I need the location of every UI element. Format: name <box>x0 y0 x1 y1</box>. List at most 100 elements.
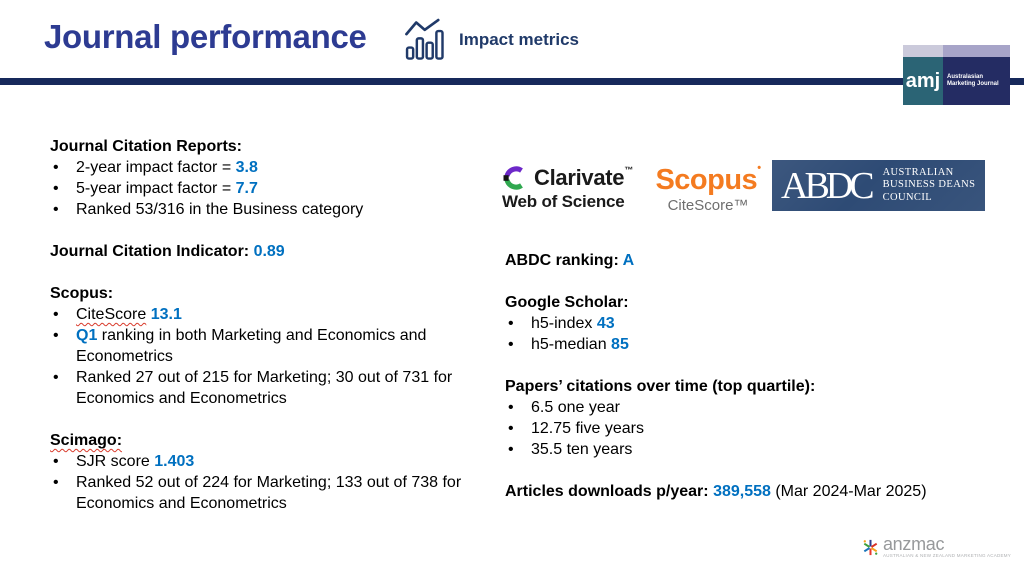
list-item: • 12.75 five years <box>505 418 1013 439</box>
google-scholar-section: Google Scholar: • h5-index 43 • h5-media… <box>505 292 1013 355</box>
text-part: ranking in both Marketing and Economics … <box>76 327 427 365</box>
metric-value: 13.1 <box>150 306 182 323</box>
amj-logo-main: amj Australasian Marketing Journal <box>903 57 1010 105</box>
anzmac-text-block: anzmac AUSTRALIAN & NEW ZEALAND MARKETIN… <box>882 534 1011 558</box>
list-item: • Ranked 27 out of 215 for Marketing; 30… <box>50 367 472 409</box>
metric-value: 3.8 <box>235 159 258 176</box>
abdc-ranking-label: ABDC ranking: <box>505 252 623 269</box>
bullet-text: h5-median 85 <box>531 334 1013 355</box>
impact-metrics-badge: Impact metrics <box>404 17 579 61</box>
bullet-text: CiteScore 13.1 <box>76 304 472 325</box>
clarivate-wordmark: Clarivate™ <box>534 165 633 191</box>
text-part: h5-median <box>531 336 612 353</box>
list-item: • Ranked 53/316 in the Business category <box>50 199 472 220</box>
scimago-section: Scimago: • SJR score 1.403 • Ranked 52 o… <box>50 430 472 514</box>
bullet-text: h5-index 43 <box>531 313 1013 334</box>
list-item: • Ranked 52 out of 224 for Marketing; 13… <box>50 472 472 514</box>
text-part: Clarivate <box>534 165 625 190</box>
amj-strip-right <box>943 45 1010 57</box>
abdc-name: AUSTRALIAN BUSINESS DEANS COUNCIL <box>883 167 976 205</box>
amj-logo: amj Australasian Marketing Journal <box>903 45 1010 105</box>
metric-value: Q1 <box>76 327 98 344</box>
bullet-icon: • <box>508 399 514 416</box>
list-item: • 35.5 ten years <box>505 439 1013 460</box>
jci-label: Journal Citation Indicator: <box>50 243 254 260</box>
anzmac-logo: anzmac AUSTRALIAN & NEW ZEALAND MARKETIN… <box>861 534 1011 558</box>
text-part: (Mar 2024-Mar 2025) <box>770 483 927 500</box>
list-item: • 2-year impact factor = 3.8 <box>50 157 472 178</box>
downloads-section: Articles downloads p/year: 389,558 (Mar … <box>505 481 1013 502</box>
metric-value: A <box>622 252 635 269</box>
scopus-logo: Scopus• CiteScore™ <box>653 162 763 214</box>
downloads-line: Articles downloads p/year: 389,558 (Mar … <box>505 481 1013 502</box>
bullet-icon: • <box>53 453 59 470</box>
abdc-name-line: BUSINESS DEANS <box>882 179 976 191</box>
clarivate-mark-icon <box>502 165 528 191</box>
text-part: SJR score <box>76 453 155 470</box>
scopus-heading: Scopus: <box>50 285 114 302</box>
web-of-science-label: Web of Science <box>502 192 625 211</box>
scopus-section: Scopus: • CiteScore 13.1 • Q1 ranking in… <box>50 283 472 409</box>
page-title: Journal performance <box>44 18 367 55</box>
bullet-text: Ranked 53/316 in the Business category <box>76 201 364 218</box>
bullet-icon: • <box>53 369 59 386</box>
bullet-text: Q1 ranking in both Marketing and Economi… <box>76 325 472 367</box>
scopus-trademark-dot: • <box>757 162 761 174</box>
text-part: 5-year impact factor = <box>76 180 236 197</box>
downloads-label: Articles downloads p/year: <box>505 483 714 500</box>
right-column: ABDC ranking: A Google Scholar: • h5-ind… <box>505 250 1013 523</box>
trademark-symbol: ™ <box>624 165 633 175</box>
bullet-icon: • <box>53 180 59 197</box>
jci-line: Journal Citation Indicator: 0.89 <box>50 241 472 262</box>
bullet-text: 5-year impact factor = 7.7 <box>76 178 472 199</box>
bullet-text: 6.5 one year <box>531 399 620 416</box>
bullet-icon: • <box>508 441 514 458</box>
list-item: • SJR score 1.403 <box>50 451 472 472</box>
divider-rule <box>0 78 1024 85</box>
google-scholar-heading: Google Scholar: <box>505 294 629 311</box>
amj-logo-title: Australasian Marketing Journal <box>943 57 1010 105</box>
abdc-name-line: COUNCIL <box>882 191 933 203</box>
clarivate-logo: Clarivate™ Web of Science <box>502 165 633 212</box>
impact-metrics-label: Impact metrics <box>459 30 579 49</box>
metric-value: 43 <box>596 315 615 332</box>
abdc-ranking-line: ABDC ranking: A <box>505 250 1013 271</box>
anzmac-star-icon <box>861 538 880 557</box>
list-item: • 5-year impact factor = 7.7 <box>50 178 472 199</box>
bullet-text: Ranked 27 out of 215 for Marketing; 30 o… <box>76 369 453 407</box>
bullet-text: Ranked 52 out of 224 for Marketing; 133 … <box>76 474 462 512</box>
bullet-text: SJR score 1.403 <box>76 451 472 472</box>
metric-value: 7.7 <box>235 180 258 197</box>
metric-value: 85 <box>611 336 629 353</box>
abdc-abbr: ABDC <box>781 164 875 207</box>
scimago-heading: Scimago: <box>50 430 472 451</box>
bullet-icon: • <box>53 306 59 323</box>
list-item: • 6.5 one year <box>505 397 1013 418</box>
text-part-spellcheck: CiteScore <box>76 306 147 323</box>
bar-chart-trend-icon <box>404 17 448 61</box>
metric-value: 1.403 <box>154 453 195 470</box>
text-part: Scopus <box>655 164 758 196</box>
abdc-logo: ABDC AUSTRALIAN BUSINESS DEANS COUNCIL <box>772 160 985 211</box>
citescore-label: CiteScore™ <box>667 197 749 214</box>
list-item: • Q1 ranking in both Marketing and Econo… <box>50 325 472 367</box>
left-column: Journal Citation Reports: • 2-year impac… <box>50 136 472 535</box>
bullet-text: 2-year impact factor = 3.8 <box>76 157 472 178</box>
text-part: h5-index <box>531 315 597 332</box>
bullet-icon: • <box>508 336 514 353</box>
bullet-icon: • <box>508 420 514 437</box>
metric-value: 0.89 <box>253 243 285 260</box>
clarivate-logo-row: Clarivate™ <box>502 165 633 191</box>
metric-value: 389,558 <box>713 483 771 500</box>
bullet-text: 12.75 five years <box>531 420 644 437</box>
bullet-icon: • <box>53 474 59 491</box>
amj-strip-left <box>903 45 943 57</box>
abdc-ranking-section: ABDC ranking: A <box>505 250 1013 271</box>
anzmac-wordmark: anzmac <box>882 534 945 554</box>
bullet-text: 35.5 ten years <box>531 441 633 458</box>
bullet-icon: • <box>53 327 59 344</box>
list-item: • h5-index 43 <box>505 313 1013 334</box>
anzmac-tagline: AUSTRALIAN & NEW ZEALAND MARKETING ACADE… <box>882 553 1011 558</box>
jcr-heading: Journal Citation Reports: <box>50 138 243 155</box>
